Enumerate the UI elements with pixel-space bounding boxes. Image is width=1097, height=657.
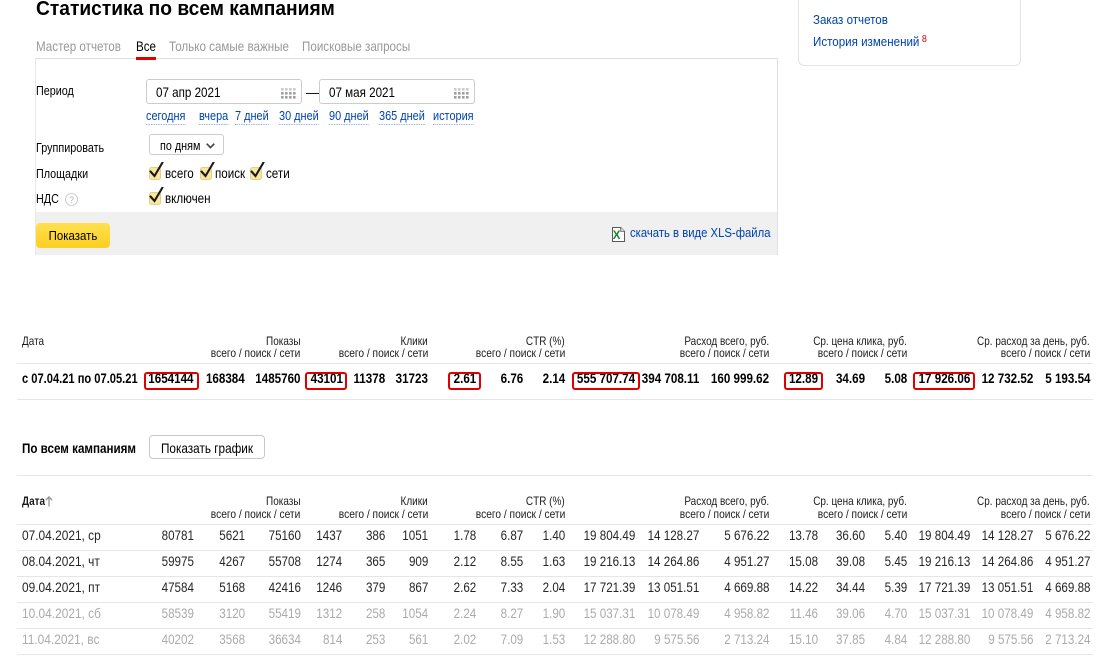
svg-text:X: X [613, 230, 621, 242]
